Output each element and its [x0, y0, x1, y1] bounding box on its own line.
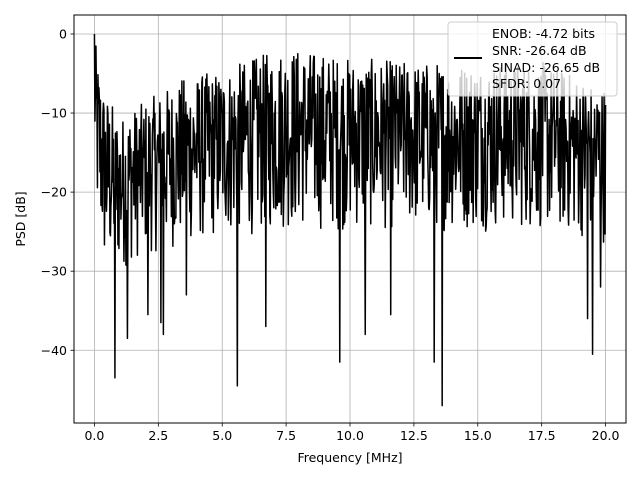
legend-sfdr: SFDR: 0.07	[492, 76, 561, 91]
y-tick-label: −40	[41, 343, 67, 358]
y-tick-label: 0	[59, 26, 67, 41]
legend-sinad: SINAD: -26.65 dB	[492, 60, 600, 75]
plot-data	[93, 33, 607, 407]
x-axis-label: Frequency [MHz]	[297, 450, 402, 465]
legend-box	[447, 21, 618, 97]
y-ticks: 0 −10 −20 −30 −40	[41, 26, 74, 358]
y-tick-label: −30	[41, 264, 67, 279]
x-tick-label: 12.5	[400, 428, 428, 443]
y-tick-label: −10	[41, 106, 67, 121]
legend-enob: ENOB: -4.72 bits	[492, 26, 595, 41]
x-tick-label: 5.0	[212, 428, 232, 443]
psd-series-line	[93, 33, 607, 407]
x-tick-label: 0.0	[84, 428, 104, 443]
y-axis-label: PSD [dB]	[13, 191, 28, 246]
x-tick-label: 20.0	[592, 428, 620, 443]
x-tick-label: 15.0	[464, 428, 492, 443]
x-tick-label: 10.0	[336, 428, 364, 443]
x-tick-label: 17.5	[528, 428, 556, 443]
x-ticks: 0.0 2.5 5.0 7.5 10.0 12.5 15.0 17.5 20.0	[84, 423, 620, 443]
legend-snr: SNR: -26.64 dB	[492, 43, 587, 58]
legend: ENOB: -4.72 bits SNR: -26.64 dB SINAD: -…	[447, 21, 618, 97]
x-tick-label: 7.5	[276, 428, 296, 443]
y-tick-label: −20	[41, 185, 67, 200]
x-tick-label: 2.5	[148, 428, 168, 443]
